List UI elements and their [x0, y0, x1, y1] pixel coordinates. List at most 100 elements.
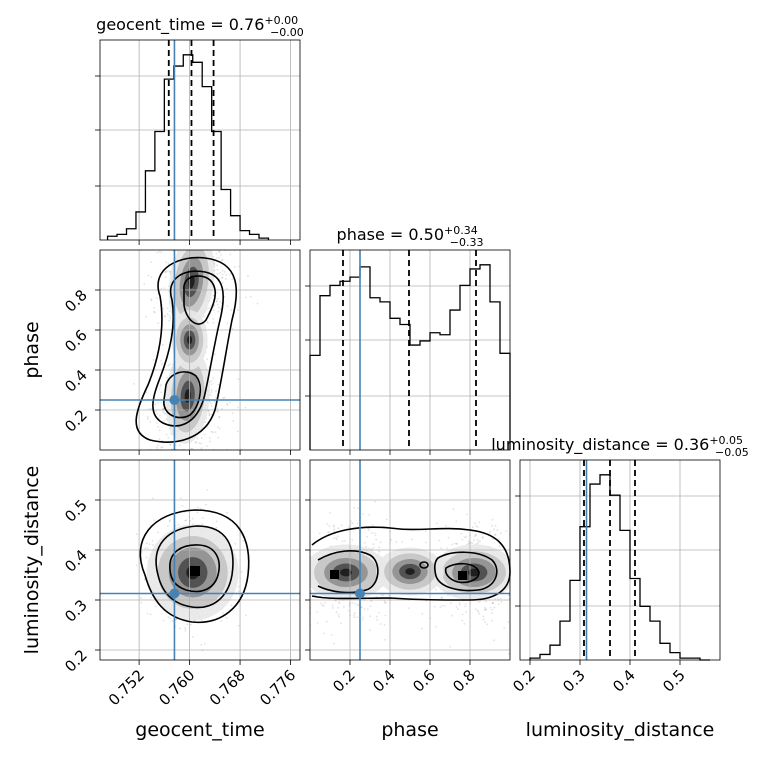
sample-point — [208, 413, 211, 416]
sample-point — [378, 551, 381, 553]
sample-point — [371, 524, 374, 526]
sample-point — [324, 601, 326, 604]
sample-point — [201, 619, 203, 622]
sample-point — [157, 425, 160, 428]
y-tick-label: 0.3 — [61, 596, 91, 626]
sample-point — [210, 383, 213, 385]
sample-point — [203, 315, 205, 318]
sample-point — [443, 605, 446, 607]
sample-point — [217, 310, 220, 313]
sample-point — [493, 639, 495, 642]
sample-point — [489, 530, 491, 533]
title-sub: −0.00 — [270, 26, 304, 39]
sample-point — [221, 407, 223, 410]
sample-point — [421, 612, 424, 615]
density-peak — [190, 566, 200, 576]
sample-point — [148, 543, 151, 545]
sample-point — [374, 500, 376, 503]
sample-point — [237, 406, 240, 409]
contour-line — [135, 256, 238, 443]
sample-point — [316, 611, 318, 613]
sample-point — [149, 421, 152, 423]
sample-point — [194, 441, 197, 444]
sample-point — [217, 383, 220, 386]
sample-point — [168, 319, 170, 322]
sample-point — [210, 405, 213, 407]
sample-point — [165, 271, 167, 273]
sample-point — [438, 539, 441, 542]
sample-point — [175, 618, 177, 621]
sample-point — [247, 274, 249, 277]
sample-point — [169, 443, 172, 446]
sample-point — [407, 607, 410, 609]
contour-line — [139, 509, 250, 624]
sample-point — [209, 394, 212, 396]
sample-point — [221, 276, 224, 279]
sample-point — [500, 601, 503, 603]
sample-point — [477, 601, 480, 603]
y-tick-label: 0.2 — [61, 406, 91, 436]
sample-point — [353, 616, 356, 619]
sample-point — [157, 322, 160, 325]
sample-point — [335, 538, 338, 541]
sample-point — [153, 519, 156, 522]
sample-point — [153, 306, 156, 309]
sample-point — [343, 605, 345, 608]
sample-point — [161, 363, 163, 365]
sample-point — [167, 616, 170, 618]
contour-line — [433, 551, 498, 592]
sample-point — [218, 251, 221, 254]
sample-point — [458, 602, 461, 604]
title-sub: −0.05 — [715, 446, 749, 459]
sample-point — [158, 250, 161, 253]
sample-point — [167, 437, 170, 439]
sample-point — [322, 632, 325, 635]
x-tick-label: 0.776 — [256, 666, 299, 709]
sample-point — [229, 401, 232, 404]
sample-point — [464, 603, 467, 605]
axis-frame — [309, 459, 511, 661]
sample-point — [475, 525, 477, 527]
sample-point — [218, 416, 221, 418]
sample-point — [214, 400, 216, 403]
x-tick-label: 0.4 — [369, 666, 399, 696]
sample-point — [328, 525, 331, 527]
sample-point — [216, 297, 219, 300]
sample-point — [233, 266, 236, 268]
sample-point — [208, 414, 211, 417]
sample-point — [160, 288, 163, 290]
sample-point — [477, 610, 480, 613]
hist-geocent-time-title: geocent_time = 0.76+0.00 −0.00 — [96, 14, 304, 39]
x-tick-label: 0.768 — [206, 666, 249, 709]
sample-point — [384, 614, 387, 617]
sample-point — [369, 615, 371, 618]
sample-point — [166, 307, 169, 310]
sample-point — [494, 524, 497, 527]
sample-point — [151, 539, 154, 542]
sample-point — [169, 317, 172, 319]
sample-point — [435, 522, 438, 524]
sample-point — [216, 426, 219, 428]
sample-point — [215, 390, 217, 392]
sample-point — [337, 613, 340, 616]
sample-point — [206, 445, 209, 447]
sample-point — [146, 547, 149, 549]
sample-point — [238, 265, 241, 268]
sample-point — [185, 519, 188, 522]
sample-point — [213, 353, 216, 356]
sample-point — [218, 416, 221, 418]
x-tick-label: 0.752 — [105, 666, 148, 709]
sample-point — [155, 297, 158, 299]
x-axis-label: geocent_time — [135, 719, 264, 741]
sample-point — [491, 538, 494, 540]
sample-point — [320, 602, 322, 605]
sample-point — [473, 522, 476, 524]
y-tick-label: 0.2 — [61, 646, 91, 676]
sample-point — [181, 505, 184, 507]
sample-point — [478, 521, 481, 524]
sample-point — [384, 601, 387, 604]
hist-geocent-time-histogram — [106, 54, 270, 240]
contour-line — [152, 270, 225, 427]
sample-point — [141, 550, 143, 553]
sample-point — [153, 311, 156, 314]
